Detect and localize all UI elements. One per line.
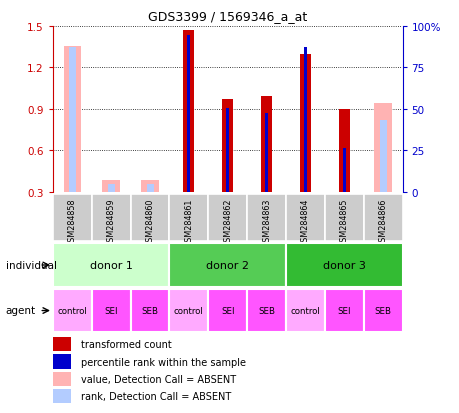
Bar	[63, 47, 81, 192]
Text: control: control	[174, 306, 203, 315]
Text: GSM284863: GSM284863	[262, 198, 270, 246]
Bar	[91, 194, 130, 242]
Text: GSM284866: GSM284866	[378, 198, 387, 246]
Bar	[169, 194, 208, 242]
Bar	[107, 185, 114, 192]
Bar	[187, 36, 190, 192]
Bar	[324, 289, 363, 332]
Bar	[53, 194, 91, 242]
Bar	[363, 289, 402, 332]
Bar	[261, 97, 271, 192]
Bar	[53, 337, 71, 351]
Bar	[91, 289, 130, 332]
Text: GSM284865: GSM284865	[339, 198, 348, 246]
Bar	[303, 48, 306, 192]
Text: control: control	[57, 306, 87, 315]
Bar	[222, 100, 233, 192]
Bar	[130, 289, 169, 332]
Text: GSM284864: GSM284864	[300, 198, 309, 246]
Bar	[299, 55, 310, 192]
Text: SEI: SEI	[104, 306, 118, 315]
Bar	[169, 244, 285, 287]
Text: rank, Detection Call = ABSENT: rank, Detection Call = ABSENT	[81, 391, 231, 401]
Text: GSM284860: GSM284860	[145, 198, 154, 246]
Text: donor 3: donor 3	[322, 260, 365, 271]
Text: value, Detection Call = ABSENT: value, Detection Call = ABSENT	[81, 374, 236, 384]
Bar	[53, 372, 71, 386]
Bar	[53, 244, 169, 287]
Text: SEB: SEB	[374, 306, 391, 315]
Text: GSM284858: GSM284858	[67, 198, 77, 246]
Bar	[264, 113, 268, 192]
Text: agent: agent	[6, 306, 35, 316]
Bar	[208, 194, 246, 242]
Text: transformed count: transformed count	[81, 339, 172, 349]
Bar	[130, 194, 169, 242]
Bar	[342, 148, 345, 192]
Bar	[285, 244, 402, 287]
Text: SEI: SEI	[220, 306, 234, 315]
Bar	[169, 289, 208, 332]
Bar	[338, 109, 349, 192]
Bar	[246, 194, 285, 242]
Bar	[285, 194, 324, 242]
Bar	[53, 389, 71, 403]
Bar	[69, 48, 76, 192]
Bar	[208, 289, 246, 332]
Bar	[246, 289, 285, 332]
Bar	[102, 180, 120, 192]
Text: GSM284861: GSM284861	[184, 198, 193, 246]
Bar	[226, 109, 229, 192]
Bar	[183, 31, 194, 192]
Bar	[285, 289, 324, 332]
Bar	[146, 185, 153, 192]
Bar	[53, 355, 71, 369]
Text: SEB: SEB	[141, 306, 158, 315]
Title: GDS3399 / 1569346_a_at: GDS3399 / 1569346_a_at	[148, 10, 307, 23]
Text: donor 1: donor 1	[90, 260, 132, 271]
Text: GSM284859: GSM284859	[106, 198, 115, 247]
Text: control: control	[290, 306, 319, 315]
Text: individual: individual	[6, 260, 56, 270]
Bar	[374, 103, 391, 192]
Bar	[53, 289, 91, 332]
Text: percentile rank within the sample: percentile rank within the sample	[81, 357, 246, 367]
Text: SEI: SEI	[337, 306, 350, 315]
Bar	[324, 194, 363, 242]
Text: GSM284862: GSM284862	[223, 198, 232, 246]
Text: donor 2: donor 2	[206, 260, 249, 271]
Bar	[379, 121, 386, 192]
Bar	[363, 194, 402, 242]
Text: SEB: SEB	[257, 306, 274, 315]
Bar	[141, 180, 158, 192]
